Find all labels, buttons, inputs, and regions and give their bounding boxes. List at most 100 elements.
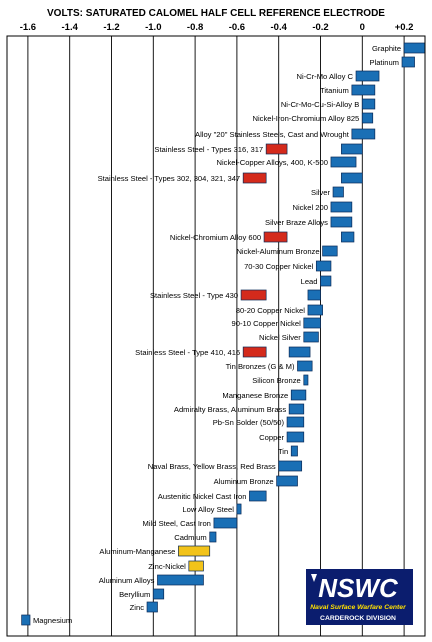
bar-tin-bronzes-g-m xyxy=(297,360,313,372)
bar-label: Nickel 200 xyxy=(292,203,327,212)
bar-label: Magnesium xyxy=(33,616,72,625)
bar-label: Copper xyxy=(259,433,284,442)
bar-label: Aluminum Bronze xyxy=(214,477,274,486)
bar-label: Alloy "20" Stainless Steels, Cast and Wr… xyxy=(195,130,350,139)
bar-label: Zinc-Nickel xyxy=(148,562,186,571)
bar-austenitic-nickel-cast-iron xyxy=(249,490,267,502)
bar-graphite xyxy=(403,42,426,54)
bar-label: Stainless Steel - Types 302, 304, 321, 3… xyxy=(98,174,241,183)
bar-aluminum-alloys xyxy=(157,574,204,586)
bar-stainless-steel-type-410-416 xyxy=(288,346,311,358)
bar-label: 80-20 Copper Nickel xyxy=(236,306,306,315)
bar-label: Titanium xyxy=(320,86,349,95)
bar-cadmium xyxy=(209,531,217,543)
bar-ni-cr-mo-cu-si-alloy-b xyxy=(361,98,376,110)
bar-label: Low Alloy Steel xyxy=(182,505,234,514)
gridlines xyxy=(27,36,405,636)
bar-label: Admiralty Brass, Aluminum Brass xyxy=(174,405,286,414)
bar-ni-cr-mo-alloy-c xyxy=(355,70,380,82)
bar-label: Platinum xyxy=(369,58,399,67)
x-tick-label: -1.4 xyxy=(62,22,79,33)
bar-stainless-steel-type-410-416-active xyxy=(242,346,267,358)
bar-label: Nickel-Aluminum Bronze xyxy=(236,247,319,256)
bar-label: Mild Steel, Cast Iron xyxy=(143,519,211,528)
bar-label: Nickel-Copper Alloys, 400, K-500 xyxy=(217,158,328,167)
bar-80-20-copper-nickel xyxy=(307,304,323,316)
bar-zinc-nickel xyxy=(188,560,204,572)
bar-label: Lead xyxy=(301,277,318,286)
bar-silicon-bronze xyxy=(303,374,309,386)
bar-titanium xyxy=(351,84,376,96)
bar-label: 90-10 Copper Nickel xyxy=(232,319,302,328)
x-axis-ticks: -1.6 -1.4 -1.2 -1.0 -0.8 -0.6 -0.4 -0.2 0 +0.2 xyxy=(20,22,414,33)
x-tick-label: -0.2 xyxy=(312,22,328,33)
bar-label: Stainless Steel - Type 410, 416 xyxy=(135,348,240,357)
bar-nickel-iron-chromium-alloy-825 xyxy=(361,112,374,124)
chart-title: VOLTS: SATURATED CALOMEL HALF CELL REFER… xyxy=(47,8,385,19)
x-tick-label: -0.8 xyxy=(187,22,203,33)
bar-label: Silicon Bronze xyxy=(252,376,301,385)
bar-label: Silver xyxy=(311,188,330,197)
bar-70-30-copper-nickel xyxy=(315,260,332,272)
bar-label: Beryllium xyxy=(119,590,150,599)
bar-90-10-copper-nickel xyxy=(303,317,321,329)
x-tick-label: +0.2 xyxy=(395,22,414,33)
bar-label: Nickel-Chromium Alloy 600 xyxy=(170,233,261,242)
bar-label: 70-30 Copper Nickel xyxy=(244,262,314,271)
bar-stainless-steel-types-316-317 xyxy=(341,143,363,155)
logo-background xyxy=(306,569,413,625)
bar-zinc xyxy=(146,601,158,613)
bar-nickel-chromium-alloy-600 xyxy=(341,231,355,243)
bar-magnesium xyxy=(21,614,31,626)
x-tick-label: -1.6 xyxy=(20,22,36,33)
bar-label: Zinc xyxy=(130,603,145,612)
bar-aluminum-manganese xyxy=(178,545,211,557)
bar-lead xyxy=(320,275,332,287)
bar-stainless-steel-type-430-active xyxy=(240,289,267,301)
bar-tin xyxy=(290,445,298,457)
bar-manganese-bronze xyxy=(290,389,307,401)
bar-nickel-aluminum-bronze xyxy=(322,245,338,257)
bar-stainless-steel-types-316-317-active xyxy=(265,143,288,155)
bar-label: Stainless Steel - Types 316, 317 xyxy=(154,145,263,154)
bar-label: Aluminum Alloys xyxy=(99,576,155,585)
bar-nickel-copper-alloys-400-k-500 xyxy=(330,156,357,168)
x-tick-label: 0 xyxy=(360,22,365,33)
bar-beryllium xyxy=(152,588,165,600)
x-tick-label: -1.0 xyxy=(145,22,161,33)
bar-label: Naval Brass, Yellow Brass, Red Brass xyxy=(148,462,276,471)
logo-accent-icon xyxy=(311,574,317,582)
bar-stainless-steel-types-302-304-321-347-active xyxy=(242,172,267,184)
bar-label: Manganese Bronze xyxy=(222,391,288,400)
bar-alloy-20-stainless-steels-cast-and-wrought xyxy=(351,128,376,140)
bar-low-alloy-steel xyxy=(236,503,242,515)
bar-mild-steel-cast-iron xyxy=(213,517,238,529)
bar-stainless-steel-types-302-304-321-347 xyxy=(341,172,363,184)
bar-label: Ni-Cr-Mo-Cu-Si-Alloy B xyxy=(281,100,359,109)
x-tick-label: -1.2 xyxy=(103,22,119,33)
logo-subtitle: Naval Surface Warfare Center xyxy=(310,604,406,611)
bar-label: Silver Braze Alloys xyxy=(265,218,328,227)
bar-admiralty-brass-aluminum-brass xyxy=(288,403,305,415)
bar-label: Graphite xyxy=(372,44,401,53)
plot-frame xyxy=(6,35,426,637)
x-tick-label: -0.6 xyxy=(229,22,245,33)
x-tick-label: -0.4 xyxy=(271,22,288,33)
bar-label: Austenitic Nickel Cast Iron xyxy=(158,492,247,501)
bar-nickel-chromium-alloy-600-active xyxy=(263,231,288,243)
bar-label: Tin Bronzes (G & M) xyxy=(226,362,295,371)
bar-label: Aluminum-Manganese xyxy=(99,547,175,556)
bar-label: Pb-Sn Solder (50/50) xyxy=(213,418,285,427)
bar-label: Nickel-Iron-Chromium Alloy 825 xyxy=(253,114,360,123)
bar-label: Cadmium xyxy=(174,533,207,542)
bar-labels: Graphite Platinum Ni-Cr-Mo Alloy C Titanium… xyxy=(33,44,401,625)
bar-label: Ni-Cr-Mo Alloy C xyxy=(296,72,353,81)
bar-label: Tin xyxy=(278,447,288,456)
bar-pb-sn-solder-50-50 xyxy=(286,416,305,428)
bar-label: Nickel Silver xyxy=(259,333,301,342)
bar-copper xyxy=(286,431,305,443)
bar-nickel-silver xyxy=(303,331,319,343)
bar-platinum xyxy=(401,56,415,68)
bar-label: Stainless Steel - Type 430 xyxy=(150,291,238,300)
